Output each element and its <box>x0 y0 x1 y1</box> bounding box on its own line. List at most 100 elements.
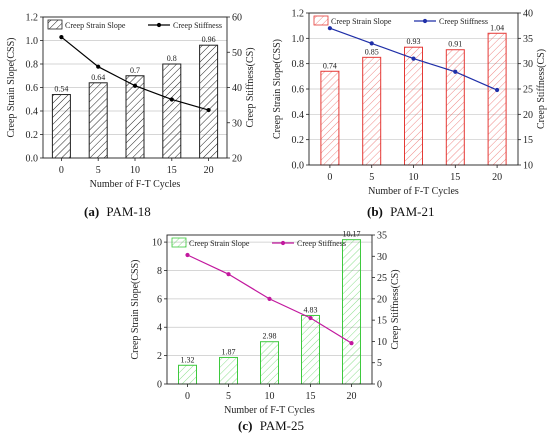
y-right-tick-label: 40 <box>232 83 242 94</box>
y-axis-label: Creep Strain Slope(CSS) <box>130 260 141 360</box>
stiffness-point <box>453 69 458 74</box>
y-right-tick-label: 30 <box>377 252 387 263</box>
x-tick-label: 10 <box>409 172 419 183</box>
bar-value-label: 0.96 <box>202 35 216 44</box>
y-tick-label: 0.8 <box>292 59 305 70</box>
bar-value-label: 0.85 <box>365 47 379 56</box>
stiffness-point <box>495 87 500 93</box>
y-tick-label: 1.0 <box>292 34 305 45</box>
x-tick-label: 5 <box>369 172 374 183</box>
legend-bar-swatch <box>47 19 63 30</box>
caption-a-letter: (a) <box>84 204 99 219</box>
y-right-tick-label: 5 <box>377 358 382 369</box>
caption-c-letter: (c) <box>238 418 252 433</box>
y-tick-label: 0.2 <box>292 135 305 146</box>
bar <box>162 63 182 159</box>
bar <box>178 364 197 385</box>
stiffness-point <box>411 56 416 61</box>
x-tick-label: 0 <box>327 172 332 183</box>
y-right-tick-label: 10 <box>523 161 533 172</box>
y-tick-label: 1.2 <box>292 9 305 20</box>
bar <box>404 46 423 166</box>
caption-b-text: PAM-21 <box>390 204 434 219</box>
y-tick-label: 0.0 <box>26 154 39 165</box>
x-tick-label: 5 <box>96 165 101 176</box>
bar <box>88 82 108 159</box>
y-axis-label: Creep Strain Slope(CSS) <box>6 38 17 138</box>
bar <box>51 94 71 159</box>
y-right-tick-label: 20 <box>232 154 242 165</box>
y-tick-label: 6 <box>157 294 162 305</box>
x-tick-label: 15 <box>167 165 177 176</box>
bar-value-label: 1.32 <box>181 355 195 364</box>
chart-pam-25: 1.32 1.87 2.98 4.83 10.17 0 2 4 6 8 10 0 5 10 15 20 25 30… <box>130 230 401 416</box>
legend-line-label: Creep Stiffness <box>297 239 346 248</box>
legend-line-marker <box>422 18 428 24</box>
bar-value-label: 10.17 <box>343 230 361 239</box>
legend-line-label: Creep Stiffness <box>173 21 222 30</box>
y-tick-label: 0.4 <box>26 107 39 118</box>
caption-a: (a) PAM-18 <box>84 204 151 219</box>
y-right-tick-label: 20 <box>377 294 387 305</box>
bar <box>487 32 507 166</box>
x-axis-label: Number of F-T Cycles <box>368 186 459 197</box>
stiffness-point <box>169 97 174 102</box>
chart-pam-21: 0.74 0.85 0.93 0.91 1.04 0.0 0.2 0.4 0.6 0.8 1.0 1.… <box>272 9 547 198</box>
y-tick-label: 0.8 <box>26 60 39 71</box>
y-tick-label: 4 <box>157 323 162 334</box>
x-tick-label: 5 <box>226 391 231 402</box>
x-tick-label: 20 <box>492 172 502 183</box>
y-right-tick-label: 25 <box>377 273 387 284</box>
bar-value-label: 0.64 <box>91 73 105 82</box>
bar <box>301 314 320 385</box>
caption-a-text: PAM-18 <box>106 204 150 219</box>
y-right-tick-label: 30 <box>523 59 533 70</box>
y-tick-label: 0 <box>157 380 162 391</box>
y-tick-label: 0.6 <box>26 83 39 94</box>
bar <box>362 56 382 166</box>
legend-bar-label: Creep Strain Slope <box>189 239 250 248</box>
caption-b-letter: (b) <box>367 204 383 219</box>
bar-value-label: 1.04 <box>490 23 504 32</box>
x-tick-label: 15 <box>306 391 316 402</box>
bar-value-label: 2.98 <box>263 332 277 341</box>
y-axis-label: Creep Strain Slope(CSS) <box>272 39 283 139</box>
x-tick-label: 15 <box>450 172 460 183</box>
x-tick-label: 20 <box>204 165 214 176</box>
y-right-tick-label: 30 <box>232 118 242 129</box>
y-tick-label: 0.6 <box>292 85 305 96</box>
bar-value-label: 0.54 <box>54 85 68 94</box>
bar-value-label: 0.74 <box>323 61 337 70</box>
caption-b: (b) PAM-21 <box>367 204 434 219</box>
bar <box>342 239 361 385</box>
y-right-tick-label: 25 <box>523 85 533 96</box>
caption-c-text: PAM-25 <box>260 418 304 433</box>
legend-line-label: Creep Stiffness <box>439 17 488 26</box>
stiffness-point <box>206 107 211 113</box>
x-tick-label: 10 <box>130 165 140 176</box>
bar <box>260 341 279 385</box>
chart-pam-18: 0.54 0.64 0.7 0.8 0.96 0.0 0.2 0.4 0.6 0.8 1.0 1.2 2… <box>6 13 256 191</box>
y-right-tick-label: 15 <box>377 316 387 327</box>
y-axis-right-label: Creep Stiffness(CS) <box>390 269 401 349</box>
y-right-tick-label: 60 <box>232 13 242 24</box>
x-tick-label: 0 <box>59 165 64 176</box>
y-tick-label: 0.0 <box>292 161 305 172</box>
x-tick-label: 20 <box>347 391 357 402</box>
y-tick-label: 0.2 <box>26 130 39 141</box>
y-right-tick-label: 40 <box>523 9 533 20</box>
y-axis-right-label: Creep Stiffness(CS) <box>536 49 547 129</box>
y-right-tick-label: 35 <box>523 34 533 45</box>
y-axis-right-label: Creep Stiffness(CS) <box>245 47 256 127</box>
caption-c: (c) PAM-25 <box>238 418 304 433</box>
legend-line-marker <box>280 240 286 246</box>
x-tick-label: 10 <box>265 391 275 402</box>
y-tick-label: 0.4 <box>292 110 305 121</box>
stiffness-point <box>59 34 64 40</box>
bar <box>199 44 219 159</box>
chart-panels: 0.540.640.70.80.960.00.20.40.60.81.01.22… <box>6 9 547 417</box>
y-right-tick-label: 35 <box>377 231 387 242</box>
bar-value-label: 0.93 <box>407 37 421 46</box>
y-right-tick-label: 50 <box>232 48 242 59</box>
